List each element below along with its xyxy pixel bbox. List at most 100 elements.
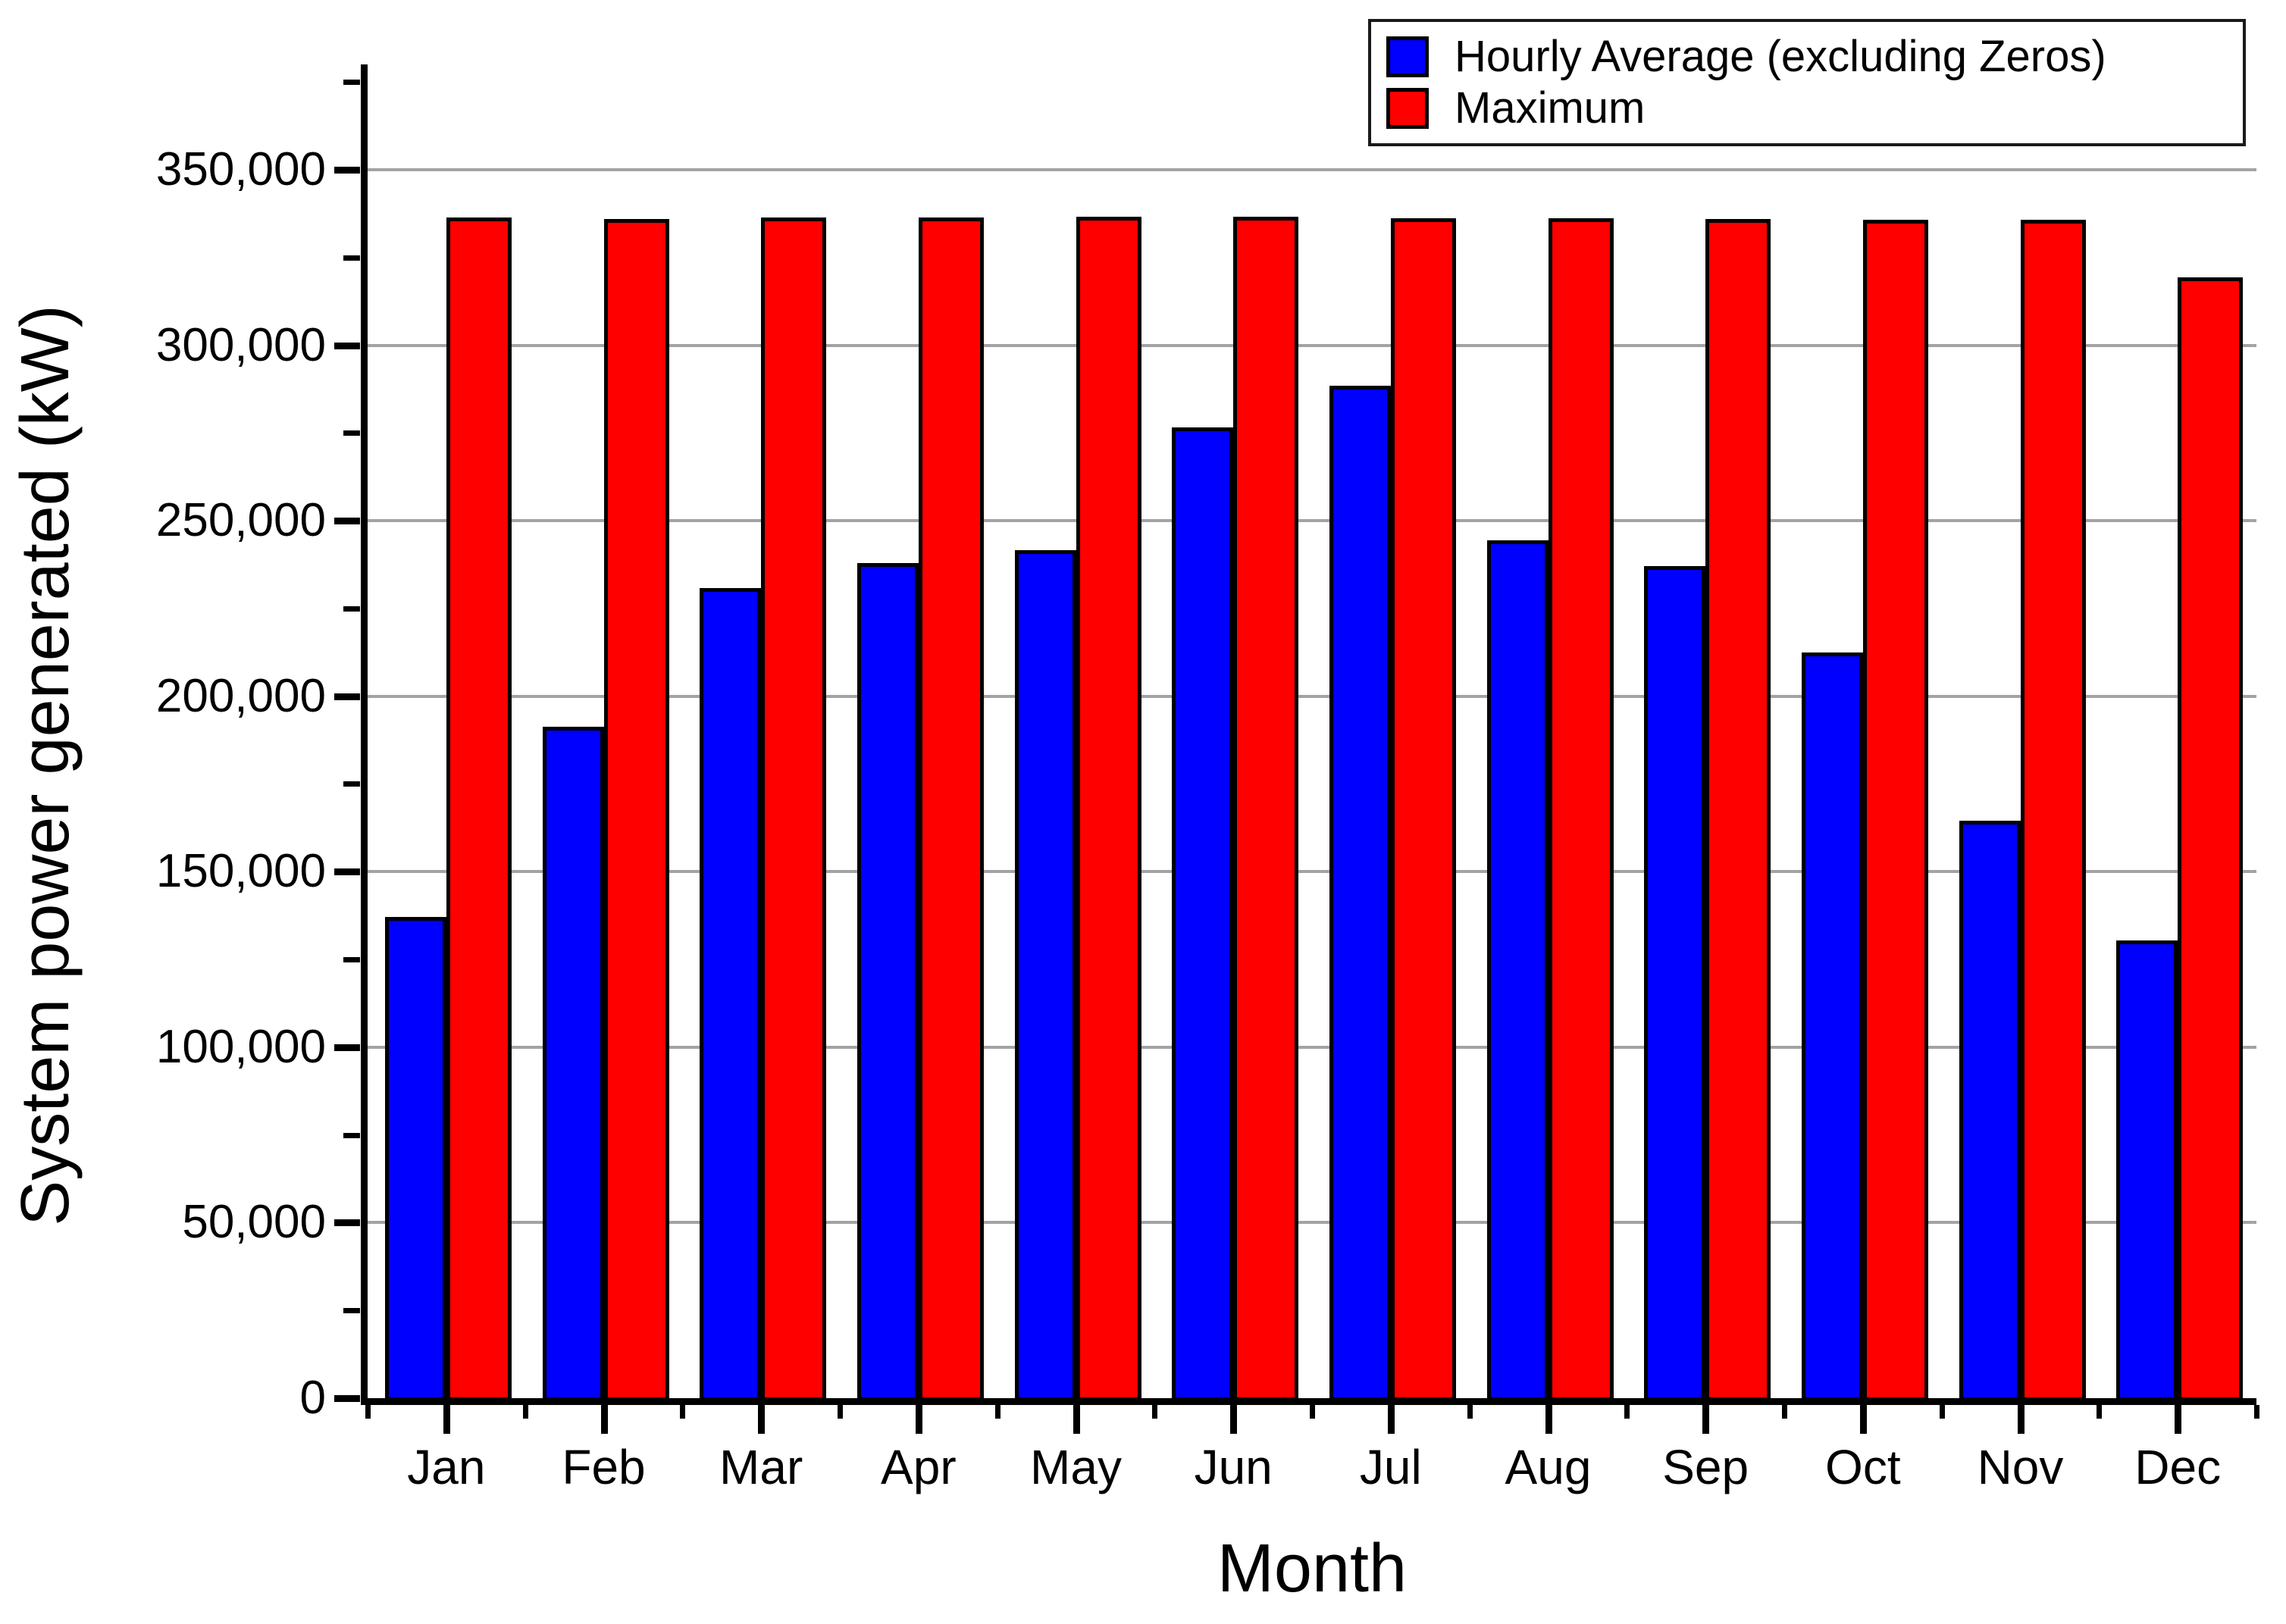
bar-dec-hourly-average xyxy=(2116,940,2178,1401)
x-tick-label-jan: Jan xyxy=(407,1440,486,1494)
x-tick-label-may: May xyxy=(1030,1440,1122,1494)
x-major-tick-mar xyxy=(758,1405,766,1434)
bar-nov-maximum xyxy=(2020,220,2086,1401)
gridline-150000 xyxy=(368,870,2256,874)
x-major-tick-sep xyxy=(1702,1405,1710,1434)
y-tick-label-300000: 300,000 xyxy=(155,318,326,371)
bar-jun-maximum xyxy=(1233,217,1299,1401)
x-minor-tick-4 xyxy=(994,1405,1001,1419)
gridline-200000 xyxy=(368,694,2256,698)
x-major-tick-may xyxy=(1073,1405,1080,1434)
bar-dec-maximum xyxy=(2178,277,2244,1401)
x-major-tick-jul xyxy=(1387,1405,1395,1434)
bar-sep-maximum xyxy=(1705,218,1771,1401)
y-major-tick-250000 xyxy=(334,518,360,525)
bar-mar-maximum xyxy=(761,217,827,1401)
bar-apr-maximum xyxy=(919,217,984,1401)
gridline-350000 xyxy=(368,167,2256,171)
y-minor-tick-225000 xyxy=(343,605,360,612)
legend-label-maximum: Maximum xyxy=(1455,83,1646,133)
x-axis-title: Month xyxy=(1217,1531,1408,1607)
x-minor-tick-9 xyxy=(1782,1405,1787,1419)
legend: Hourly Average (excluding Zeros) Maximum xyxy=(1368,19,2246,146)
bar-apr-hourly-average xyxy=(857,562,919,1401)
x-major-tick-oct xyxy=(1859,1405,1867,1434)
x-tick-label-aug: Aug xyxy=(1505,1440,1592,1494)
bar-oct-maximum xyxy=(1863,220,1928,1401)
y-minor-tick-175000 xyxy=(343,781,360,787)
x-minor-tick-7 xyxy=(1467,1405,1473,1419)
bar-oct-hourly-average xyxy=(1802,652,1863,1401)
legend-label-hourly-average: Hourly Average (excluding Zeros) xyxy=(1455,32,2106,81)
x-tick-label-feb: Feb xyxy=(562,1440,646,1494)
bar-aug-hourly-average xyxy=(1486,540,1549,1401)
x-minor-tick-5 xyxy=(1152,1405,1158,1419)
gridline-300000 xyxy=(368,343,2256,347)
y-tick-label-50000: 50,000 xyxy=(182,1196,326,1249)
plot-area xyxy=(368,64,2256,1401)
x-minor-tick-2 xyxy=(680,1405,686,1419)
bar-jun-hourly-average xyxy=(1172,427,1234,1401)
x-minor-tick-0 xyxy=(365,1405,371,1419)
y-major-tick-0 xyxy=(334,1395,360,1402)
x-tick-label-dec: Dec xyxy=(2134,1440,2222,1494)
y-minor-tick-125000 xyxy=(343,957,360,963)
x-major-tick-aug xyxy=(1545,1405,1552,1434)
x-major-tick-jun xyxy=(1230,1405,1238,1434)
legend-item-hourly-average: Hourly Average (excluding Zeros) xyxy=(1386,34,2243,80)
x-minor-tick-10 xyxy=(1939,1405,1945,1419)
x-tick-label-jul: Jul xyxy=(1359,1440,1422,1494)
bar-feb-maximum xyxy=(603,219,669,1401)
bar-jul-hourly-average xyxy=(1329,385,1391,1401)
gridline-250000 xyxy=(368,519,2256,523)
legend-swatch-blue xyxy=(1386,36,1429,77)
bar-jan-hourly-average xyxy=(385,917,446,1401)
legend-swatch-red xyxy=(1386,88,1429,129)
bar-nov-hourly-average xyxy=(1959,821,2021,1401)
x-tick-label-sep: Sep xyxy=(1662,1440,1749,1494)
y-tick-label-200000: 200,000 xyxy=(155,669,326,722)
y-major-tick-150000 xyxy=(334,868,360,876)
bar-may-maximum xyxy=(1076,217,1141,1401)
x-major-tick-nov xyxy=(2017,1405,2025,1434)
bar-jan-maximum xyxy=(446,217,512,1401)
y-tick-label-350000: 350,000 xyxy=(155,142,326,196)
y-tick-label-150000: 150,000 xyxy=(155,845,326,898)
gridline-100000 xyxy=(368,1045,2256,1049)
y-major-tick-50000 xyxy=(334,1219,360,1227)
y-tick-label-250000: 250,000 xyxy=(155,494,326,547)
y-major-tick-100000 xyxy=(334,1044,360,1051)
bar-sep-hourly-average xyxy=(1644,566,1706,1401)
x-minor-tick-6 xyxy=(1310,1405,1315,1419)
y-tick-label-0: 0 xyxy=(299,1372,326,1424)
x-major-tick-jan xyxy=(443,1405,450,1434)
bar-may-hourly-average xyxy=(1014,550,1076,1401)
x-tick-label-apr: Apr xyxy=(881,1440,957,1494)
x-minor-tick-11 xyxy=(2097,1405,2103,1419)
x-major-tick-feb xyxy=(600,1405,608,1434)
y-minor-tick-325000 xyxy=(343,255,360,261)
bar-feb-hourly-average xyxy=(542,726,604,1401)
y-major-tick-200000 xyxy=(334,693,360,700)
x-tick-label-mar: Mar xyxy=(719,1440,803,1494)
x-tick-label-nov: Nov xyxy=(1977,1440,2064,1494)
bar-mar-hourly-average xyxy=(700,588,762,1401)
y-minor-tick-25000 xyxy=(343,1308,360,1314)
x-major-tick-dec xyxy=(2175,1405,2182,1434)
y-tick-label-100000: 100,000 xyxy=(155,1020,326,1073)
y-axis-line xyxy=(361,64,368,1405)
bar-aug-maximum xyxy=(1548,218,1614,1401)
x-tick-label-oct: Oct xyxy=(1825,1440,1901,1494)
y-axis-title: System power generated (kW) xyxy=(8,305,83,1226)
y-minor-tick-75000 xyxy=(343,1132,360,1138)
gridline-50000 xyxy=(368,1221,2256,1225)
x-axis-line xyxy=(361,1398,2256,1405)
y-minor-tick-375000 xyxy=(343,80,360,86)
bar-jul-maximum xyxy=(1391,218,1456,1401)
x-major-tick-apr xyxy=(915,1405,922,1434)
x-tick-label-jun: Jun xyxy=(1194,1440,1273,1494)
x-minor-tick-12 xyxy=(2254,1405,2259,1419)
legend-item-maximum: Maximum xyxy=(1386,86,2243,131)
x-minor-tick-1 xyxy=(522,1405,528,1419)
